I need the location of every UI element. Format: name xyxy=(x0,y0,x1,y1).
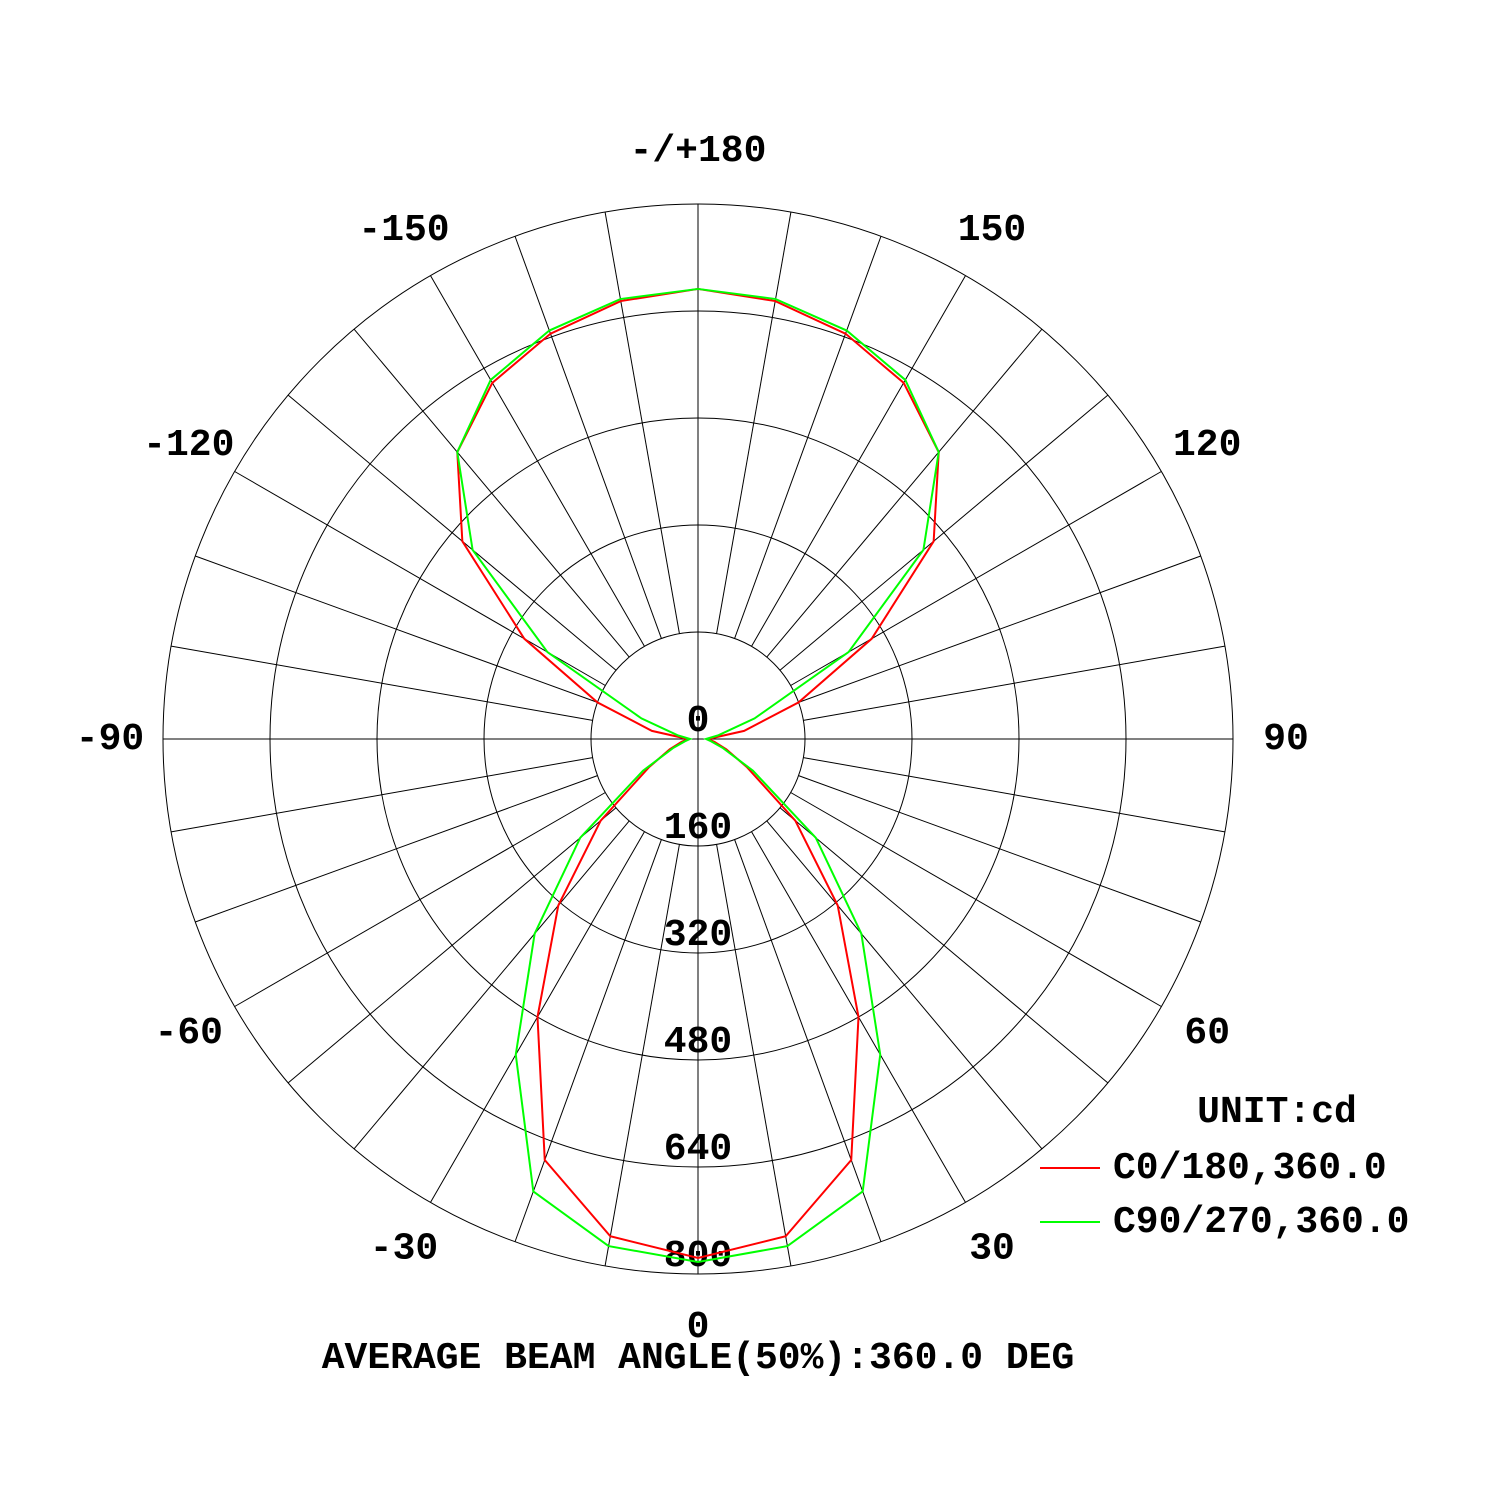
grid-ray xyxy=(171,757,593,833)
series-line xyxy=(456,287,940,1259)
r-tick-label: 640 xyxy=(664,1128,732,1171)
r-tick-label: 0 xyxy=(687,700,710,743)
r-tick-label: 320 xyxy=(664,914,732,957)
unit-label: UNIT:cd xyxy=(1197,1091,1357,1134)
angle-tick-label: 30 xyxy=(969,1227,1015,1270)
angle-tick-label: 60 xyxy=(1184,1012,1230,1055)
grid-ray xyxy=(604,212,680,634)
grid-ray xyxy=(751,275,966,647)
angle-tick-label: 150 xyxy=(958,209,1026,252)
angle-tick-label: -30 xyxy=(370,1227,438,1270)
angle-tick-label: -90 xyxy=(76,718,144,761)
grid-ray xyxy=(790,471,1162,686)
angle-tick-label: 90 xyxy=(1263,718,1309,761)
grid-ray xyxy=(716,844,792,1266)
grid-ray xyxy=(604,844,680,1266)
angle-tick-label: 0 xyxy=(687,1306,710,1349)
grid-ray xyxy=(195,775,598,923)
series-line xyxy=(456,287,940,1263)
grid-ray xyxy=(798,555,1201,703)
grid-ray xyxy=(353,328,630,658)
grid-ray xyxy=(195,555,598,703)
grid-ray xyxy=(803,645,1225,721)
grid-ray xyxy=(798,775,1201,923)
grid-ray xyxy=(171,645,593,721)
legend-label: C90/270,360.0 xyxy=(1113,1201,1409,1244)
grid-ray xyxy=(779,807,1109,1084)
grid-ray xyxy=(779,394,1109,671)
angle-tick-label: -60 xyxy=(155,1012,223,1055)
grid-ray xyxy=(353,820,630,1150)
angle-tick-label: -150 xyxy=(358,209,449,252)
r-tick-label: 480 xyxy=(664,1021,732,1064)
grid-ray xyxy=(790,792,1162,1007)
footer: AVERAGE BEAM ANGLE(50%):360.0 DEG xyxy=(322,1337,1075,1380)
angle-tick-label: -120 xyxy=(143,424,234,467)
r-tick-label: 160 xyxy=(664,807,732,850)
grid-ray xyxy=(287,394,617,671)
grid-ray xyxy=(803,757,1225,833)
grid-ray xyxy=(514,236,662,639)
grid-ray xyxy=(514,839,662,1242)
grid-ray xyxy=(716,212,792,634)
legend-label: C0/180,360.0 xyxy=(1113,1147,1387,1190)
grid-ray xyxy=(287,807,617,1084)
grid-ray xyxy=(234,471,606,686)
grid-ray xyxy=(734,236,882,639)
angle-tick-label: 120 xyxy=(1173,424,1241,467)
grid-ray xyxy=(766,820,1043,1150)
angle-tick-label: -/+180 xyxy=(630,130,767,173)
grid-ray xyxy=(234,792,606,1007)
grid-ray xyxy=(766,328,1043,658)
grid-ray xyxy=(734,839,882,1242)
grid-ray xyxy=(430,275,645,647)
r-tick-label: 800 xyxy=(664,1235,732,1278)
